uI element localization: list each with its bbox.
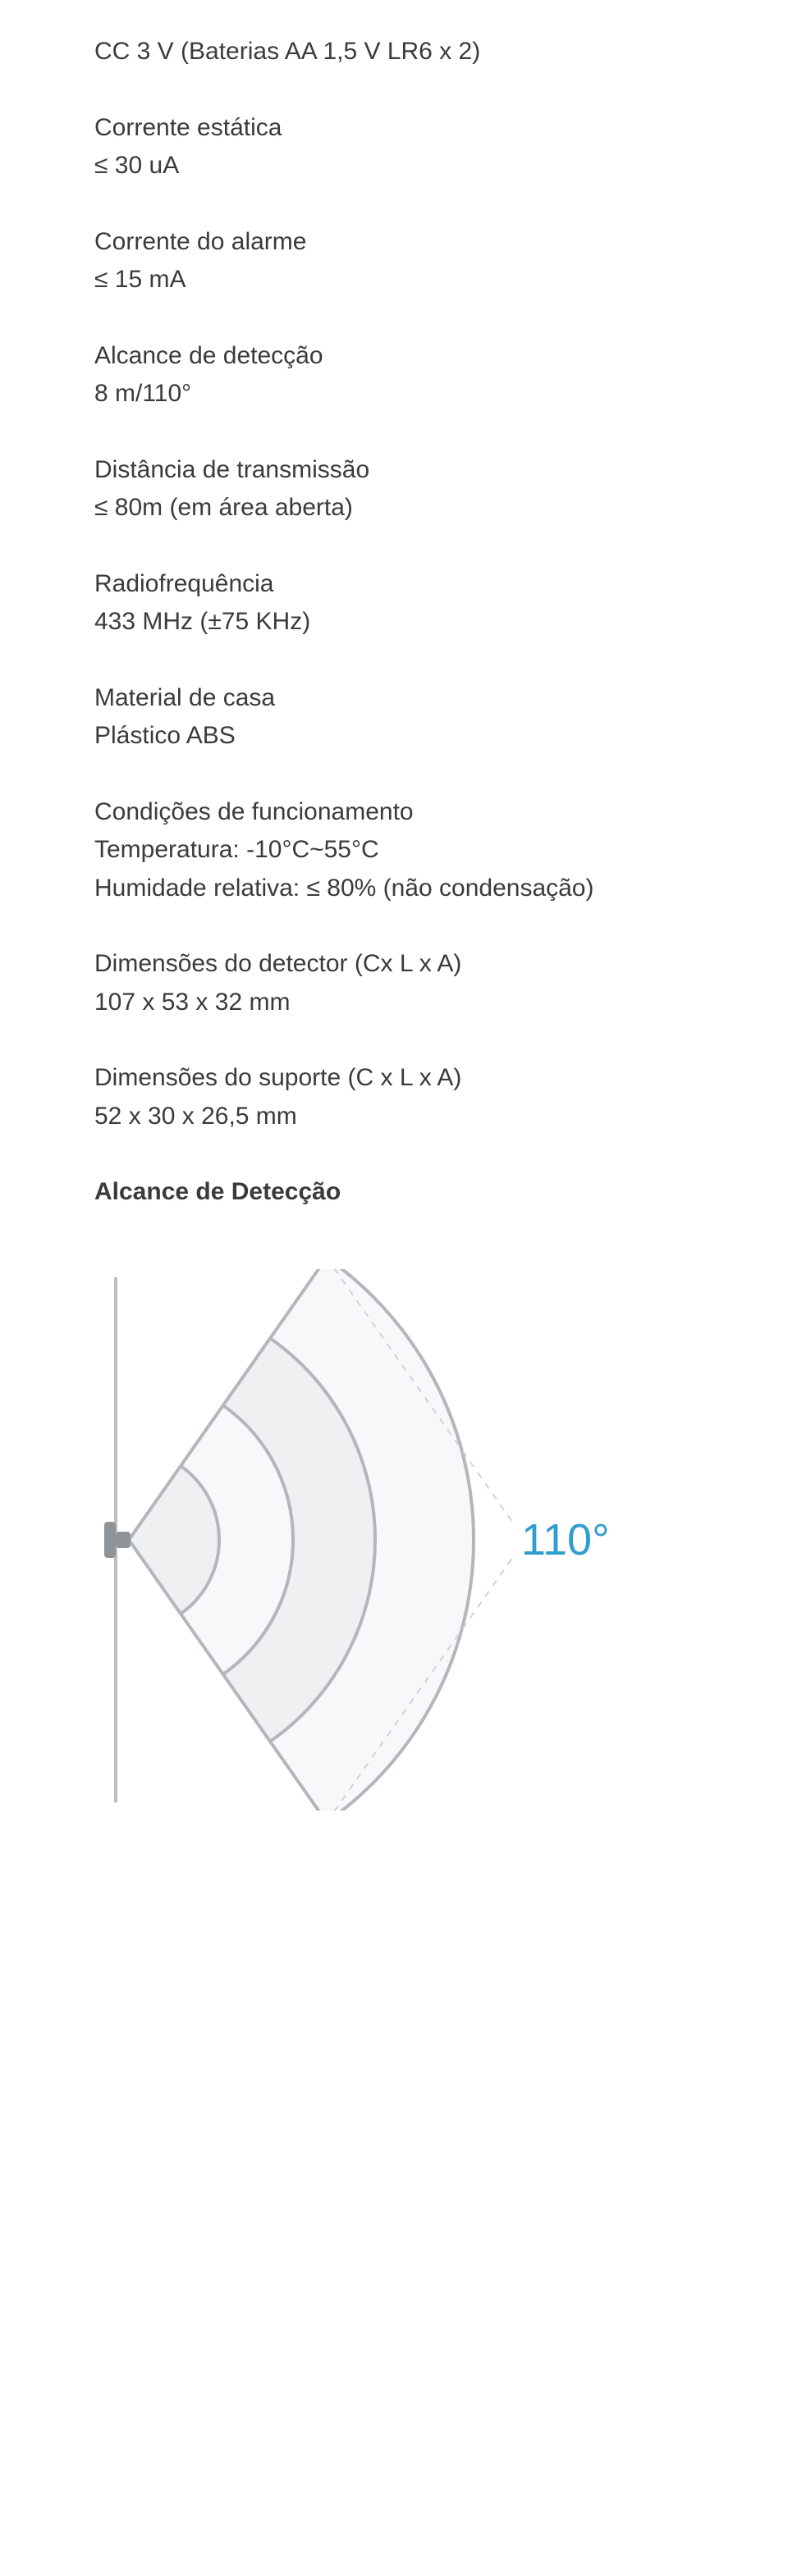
spec-operating-conditions: Condições de funcionamento Temperatura: … xyxy=(94,793,694,908)
spec-static-current: Corrente estática ≤ 30 uA xyxy=(94,109,694,185)
section-title: Alcance de Detecção xyxy=(94,1173,694,1212)
spec-housing-material: Material de casa Plástico ABS xyxy=(94,679,694,756)
svg-text:110°: 110° xyxy=(521,1515,610,1564)
spec-detector-dimensions: Dimensões do detector (Cx L x A) 107 x 5… xyxy=(94,945,694,1021)
spec-value: ≤ 80m (em área aberta) xyxy=(94,489,694,528)
document-page: CC 3 V (Baterias AA 1,5 V LR6 x 2) Corre… xyxy=(0,0,788,2576)
spec-label: Condições de funcionamento xyxy=(94,793,694,832)
spec-radio-frequency: Radiofrequência 433 MHz (±75 KHz) xyxy=(94,565,694,642)
spec-alarm-current: Corrente do alarme ≤ 15 mA xyxy=(94,223,694,299)
spec-label: Distância de transmissão xyxy=(94,451,694,490)
spec-value: Plástico ABS xyxy=(94,717,694,756)
spec-value: ≤ 15 mA xyxy=(94,261,694,299)
spec-detection-range: Alcance de detecção 8 m/110° xyxy=(94,337,694,413)
detection-cone-diagram: 110° xyxy=(86,1269,694,1811)
detection-range-heading: Alcance de Detecção xyxy=(94,1173,694,1212)
spec-label: Radiofrequência xyxy=(94,565,694,604)
spec-label: Corrente estática xyxy=(94,109,694,148)
spec-value: 107 x 53 x 32 mm xyxy=(94,984,694,1022)
spec-value: CC 3 V (Baterias AA 1,5 V LR6 x 2) xyxy=(94,33,694,71)
spec-value: 433 MHz (±75 KHz) xyxy=(94,603,694,642)
spec-label: Dimensões do suporte (C x L x A) xyxy=(94,1059,694,1098)
spec-label: Corrente do alarme xyxy=(94,223,694,262)
spec-value: ≤ 30 uA xyxy=(94,147,694,185)
spec-label: Alcance de detecção xyxy=(94,337,694,376)
spec-humidity: Humidade relativa: ≤ 80% (não condensaçã… xyxy=(94,870,694,908)
spec-power-supply: CC 3 V (Baterias AA 1,5 V LR6 x 2) xyxy=(94,33,694,71)
detection-cone-svg: 110° xyxy=(86,1269,612,1811)
spec-temperature: Temperatura: -10°C~55°C xyxy=(94,831,694,870)
spec-support-dimensions: Dimensões do suporte (C x L x A) 52 x 30… xyxy=(94,1059,694,1135)
spec-label: Dimensões do detector (Cx L x A) xyxy=(94,945,694,984)
spec-transmission-distance: Distância de transmissão ≤ 80m (em área … xyxy=(94,451,694,528)
spec-value: 52 x 30 x 26,5 mm xyxy=(94,1098,694,1136)
spec-label: Material de casa xyxy=(94,679,694,718)
spec-value: 8 m/110° xyxy=(94,375,694,413)
